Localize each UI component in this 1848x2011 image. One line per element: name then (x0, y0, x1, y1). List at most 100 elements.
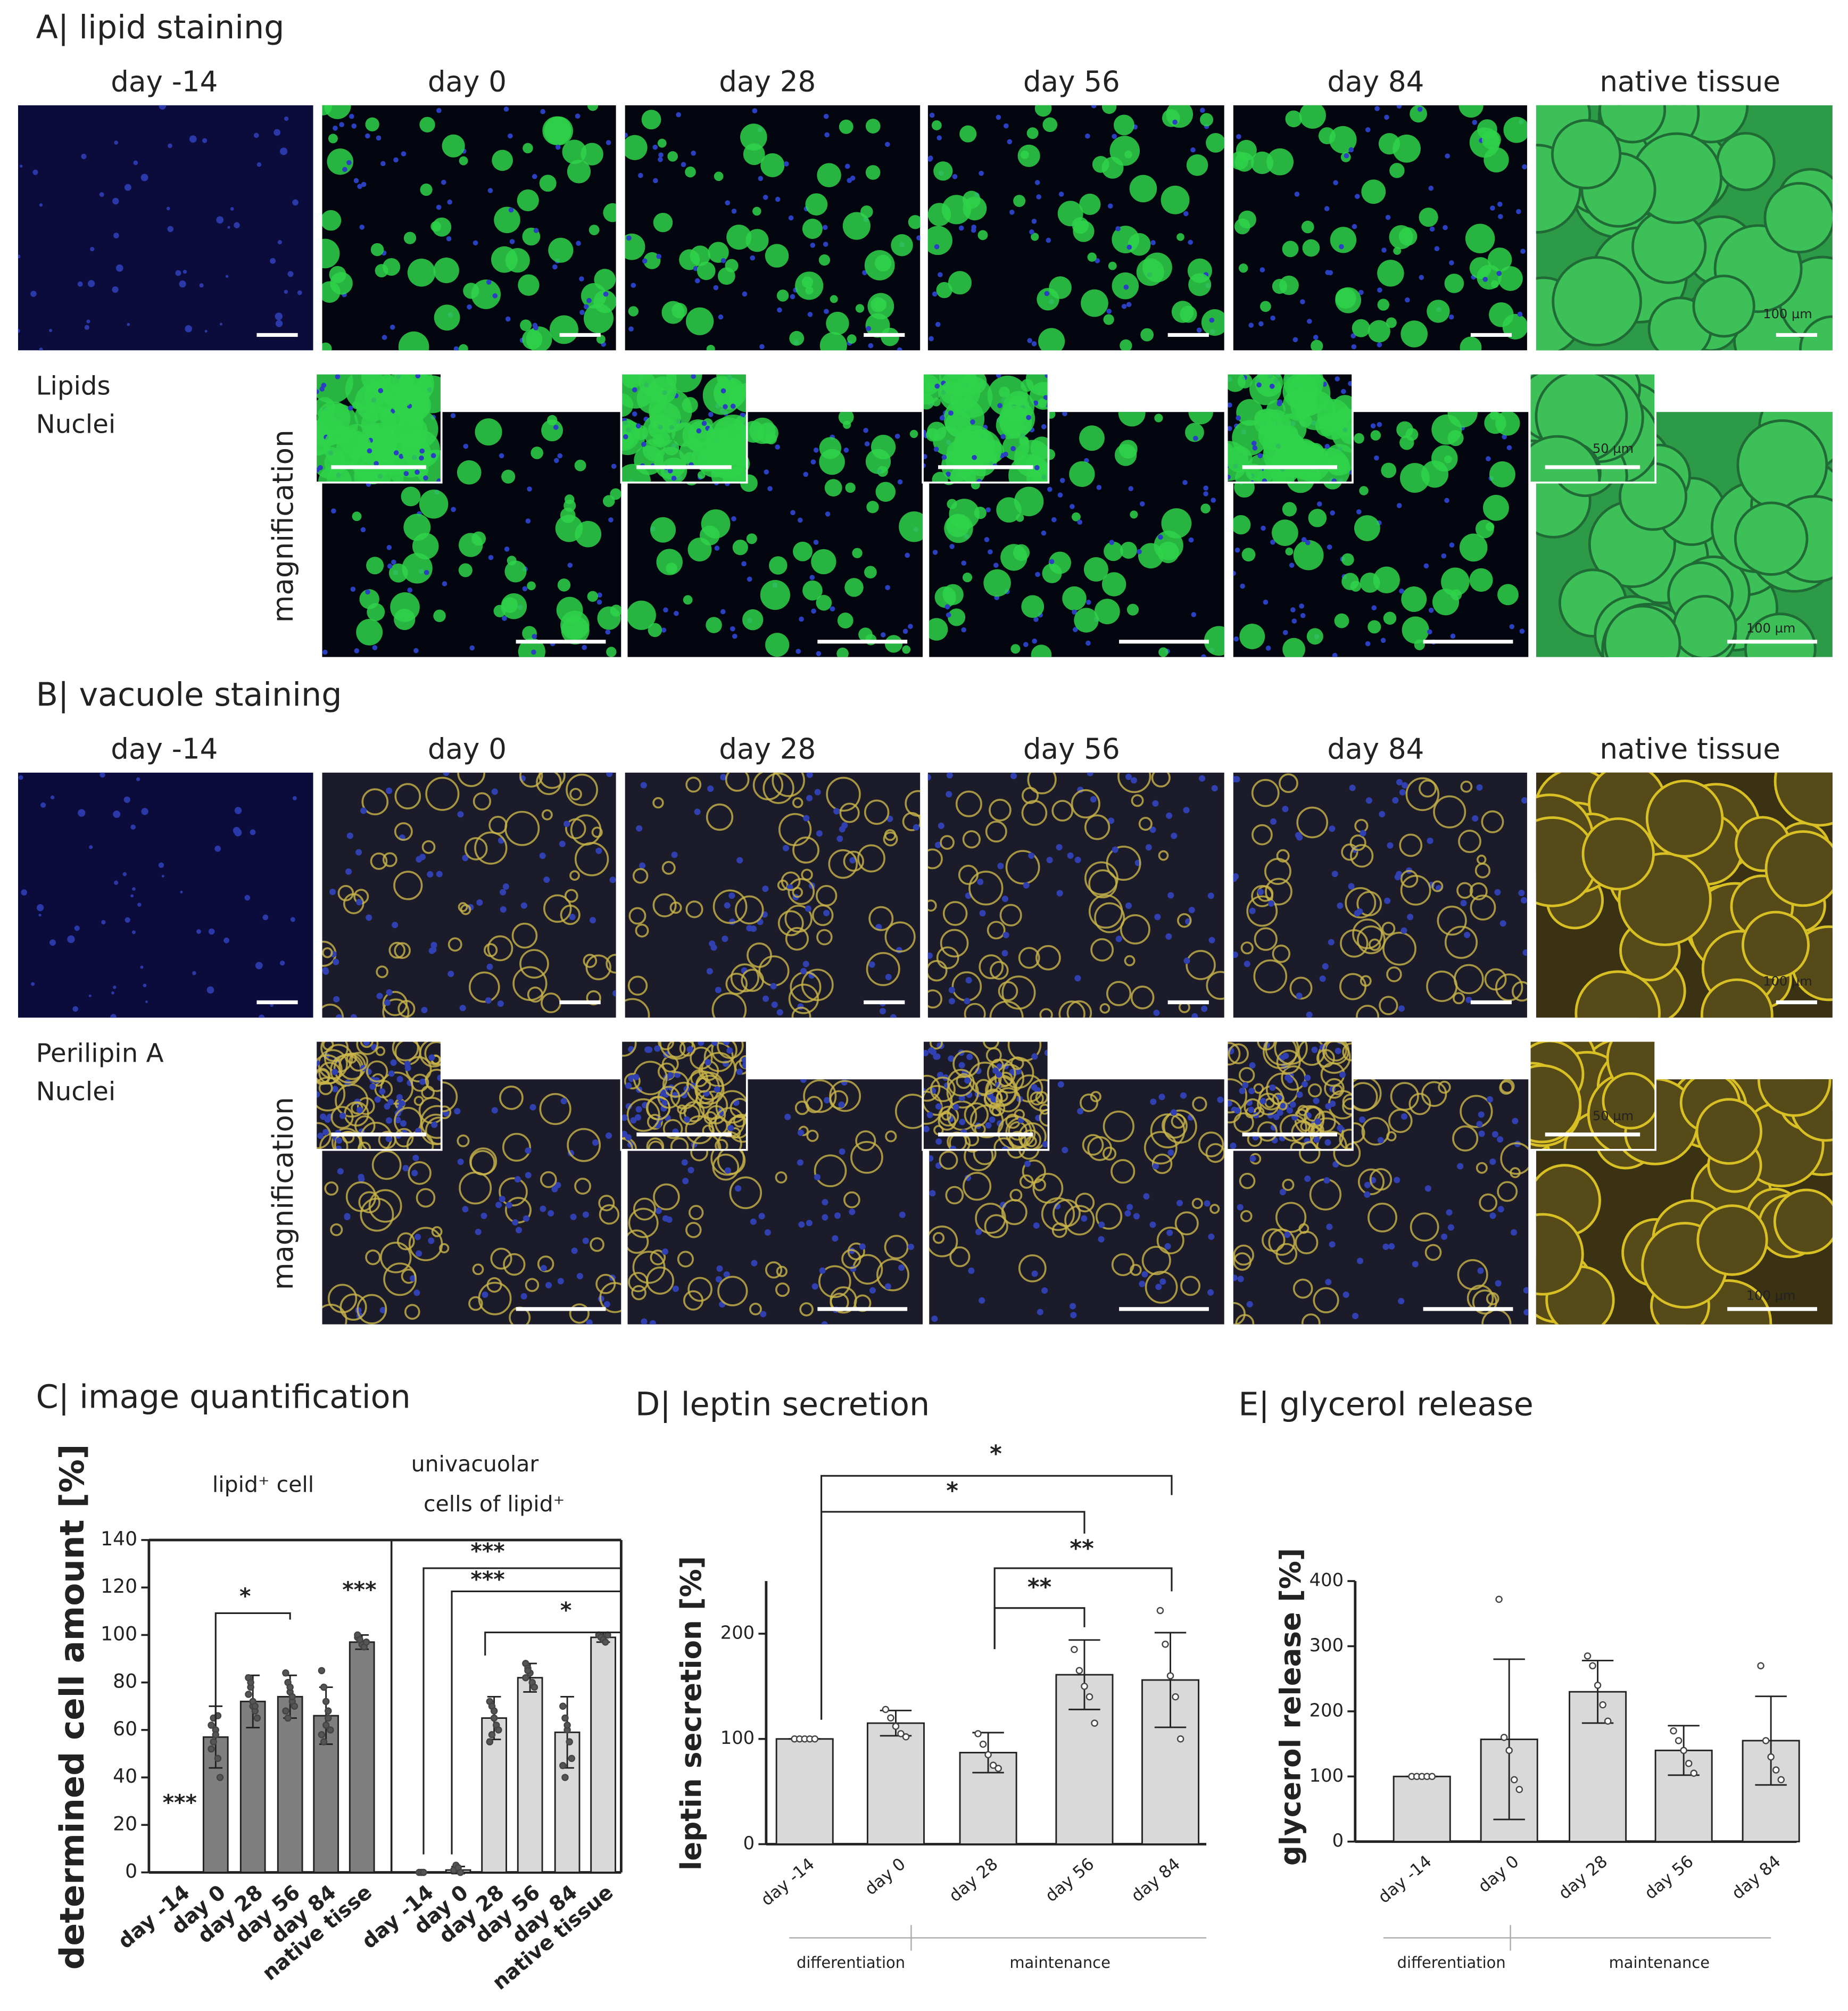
nucleus (819, 1267, 826, 1274)
nucleus (1077, 1108, 1084, 1115)
nucleus (579, 276, 584, 282)
lipid-droplet (909, 429, 918, 438)
adipocyte (1551, 119, 1622, 189)
nucleus (1351, 344, 1357, 350)
significance-label: *** (163, 1790, 197, 1816)
nucleus (202, 138, 208, 143)
data-point (559, 1762, 567, 1769)
data-point (327, 1726, 334, 1734)
nucleus (691, 150, 697, 156)
nucleus (736, 1069, 743, 1075)
lipid-droplet (714, 171, 724, 181)
lipid-droplet (1072, 512, 1081, 522)
nucleus (1032, 638, 1037, 644)
lipid-droplet (433, 258, 459, 284)
nucleus (782, 845, 789, 851)
nucleus (898, 1264, 905, 1271)
vacuole (1005, 850, 1040, 885)
nucleus (1009, 209, 1015, 215)
vacuole (1018, 1254, 1047, 1282)
nucleus (392, 922, 399, 929)
nucleus (1227, 1100, 1232, 1107)
nucleus (1396, 105, 1402, 109)
vacuole (382, 991, 408, 1016)
adipocyte (1574, 970, 1661, 1018)
lipid-droplet (1481, 130, 1501, 150)
nucleus (997, 863, 1004, 870)
nucleus (31, 982, 35, 986)
lipid-droplet (672, 303, 687, 319)
nucleus (333, 996, 340, 1003)
nucleus (628, 326, 634, 332)
y-tick-label: 200 (1310, 1700, 1344, 1720)
vacuole (1117, 772, 1151, 793)
nucleus (1149, 1221, 1156, 1228)
nucleus (1282, 806, 1289, 813)
y-tick-label: 140 (101, 1527, 137, 1550)
nucleus (908, 624, 913, 629)
data-point (1166, 1672, 1174, 1679)
nucleus (968, 1267, 975, 1274)
nucleus (640, 782, 647, 789)
nucleus (1123, 284, 1129, 290)
vacuole (1007, 1040, 1042, 1062)
lipid-droplet (597, 606, 621, 630)
data-point (1767, 1753, 1775, 1761)
nucleus (570, 1213, 577, 1220)
nucleus (971, 225, 976, 230)
vacuole (1145, 1271, 1178, 1304)
nucleus (1188, 239, 1193, 245)
vacuole (346, 1053, 357, 1064)
nucleus (1188, 907, 1195, 914)
inset-border (314, 372, 443, 484)
vacuole (939, 1151, 958, 1170)
nucleus (401, 151, 407, 156)
nucleus (427, 871, 434, 878)
lipid-droplet (1368, 620, 1381, 634)
lipid-droplet (1034, 105, 1052, 117)
nucleus (393, 157, 399, 163)
nucleus (961, 560, 967, 566)
nucleus (1521, 797, 1527, 804)
lipid-droplet (745, 229, 769, 252)
nucleus (1248, 322, 1254, 328)
vacuole (930, 1077, 956, 1103)
vacuole (1238, 1067, 1255, 1083)
chart-title: C| image quantification (36, 1378, 411, 1416)
vacuole (590, 1237, 604, 1252)
nucleus (1444, 498, 1449, 503)
lipid-droplet (1373, 566, 1400, 593)
lipid-droplet (1282, 502, 1297, 517)
nucleus (227, 226, 230, 229)
vacuole (905, 790, 921, 817)
nucleus (100, 772, 105, 778)
nucleus (1399, 789, 1406, 796)
vacuole (1233, 1112, 1254, 1133)
nucleus (1031, 1270, 1038, 1277)
nucleus (88, 994, 92, 997)
vacuole (388, 941, 405, 959)
vacuole (1130, 1264, 1142, 1276)
nucleus (1371, 605, 1377, 611)
nucleus (658, 157, 663, 162)
nucleus (1139, 501, 1145, 507)
data-point (486, 1738, 494, 1745)
vacuole (1419, 779, 1437, 798)
vacuole (945, 1186, 964, 1205)
vacuole (829, 1080, 861, 1112)
nucleus (1166, 1229, 1173, 1236)
nucleus (730, 626, 735, 632)
nucleus (1314, 1118, 1321, 1125)
nucleus (424, 569, 429, 575)
nucleus (632, 387, 637, 393)
column-label: day 56 (1023, 732, 1120, 765)
vacuole (816, 929, 833, 946)
vacuole (662, 1119, 683, 1139)
nucleus (413, 1289, 420, 1296)
micrograph (322, 105, 616, 351)
nucleus (1033, 617, 1039, 622)
nucleus (1496, 270, 1502, 276)
nucleus (621, 1114, 628, 1121)
y-axis-label: glycerol release [%] (1274, 1548, 1307, 1866)
vacuole (685, 1222, 702, 1238)
